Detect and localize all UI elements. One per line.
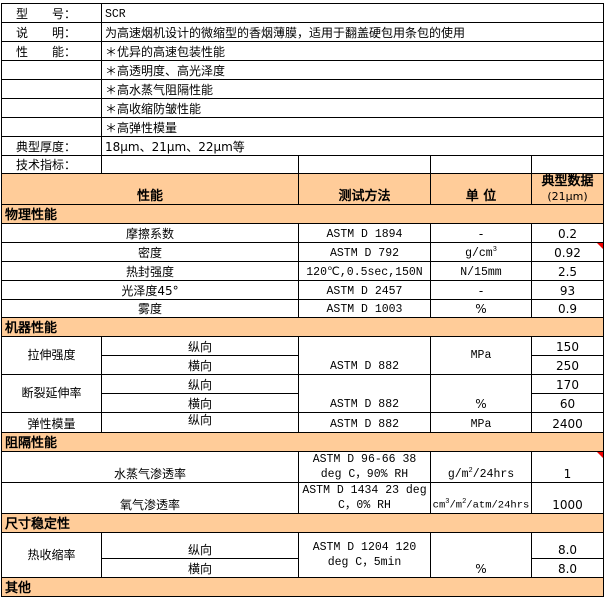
table-row: 热封强度 120℃,0.5sec,150N N/15mm 2.5 xyxy=(1,261,604,281)
table-row: 光泽度45° ASTM D 2457-93 xyxy=(1,280,604,300)
feature: ＊高弹性模量 xyxy=(101,117,604,137)
value-with-comment: 1 xyxy=(531,451,604,483)
table-row: 摩擦系数 ASTM D 1894-0.2 xyxy=(1,223,604,243)
table-row: 弹性模量 纵向 ASTM D 882 MPa 2400 xyxy=(1,412,604,433)
table-row: 雾度 ASTM D 1003% 0.9 xyxy=(1,299,604,318)
table-row: 热收缩率 纵向 ASTM D 1204 120 deg C，5min% 8.0 xyxy=(1,532,604,578)
section-dimensional: 尺寸稳定性 xyxy=(1,513,604,533)
thickness-value: 18μm、21μm、22μm等 xyxy=(101,136,604,156)
table-row: 拉伸强度 纵向 ASTM D 882 MPa 150 xyxy=(1,336,604,375)
feature: ＊高收缩防皱性能 xyxy=(101,98,604,118)
model-label: 型 号： xyxy=(1,3,102,23)
thickness-label: 典型厚度： xyxy=(1,136,102,156)
table-row: 水蒸气渗透率 ASTM D 96-66 38 deg C，90% RH g/m2/2… xyxy=(1,451,604,483)
header-typical: 典型数据 (21μm) xyxy=(531,173,604,205)
value-with-comment: 0.92 xyxy=(531,242,604,262)
desc-label: 说 明： xyxy=(1,22,102,42)
table-row: 密度 ASTM D 792 g/cm3 0.92 xyxy=(1,242,604,262)
table-row: 横向 8.0 xyxy=(2,558,604,578)
spec-label: 技术指标： xyxy=(1,155,102,174)
header-unit: 单 位 xyxy=(430,173,532,205)
spec-sheet-table: 型 号： SCR 说 明： 为高速烟机设计的微缩型的香烟薄膜，适用于翻盖硬包用条包的… xyxy=(1,3,604,597)
section-other: 其他 xyxy=(1,577,604,597)
desc-value: 为高速烟机设计的微缩型的香烟薄膜，适用于翻盖硬包用条包的使用 xyxy=(101,22,604,42)
feature: ＊高透明度、高光泽度 xyxy=(101,60,604,80)
header-method: 测试方法 xyxy=(298,173,431,205)
perf-label: 性 能： xyxy=(1,41,102,61)
model-value: SCR xyxy=(101,3,604,23)
feature: ＊优异的高速包装性能 xyxy=(101,41,604,61)
feature: ＊高水蒸气阻隔性能 xyxy=(101,79,604,99)
table-row: 氧气渗透率 ASTM D 1434 23 deg C，0% RH cm3/m2/at… xyxy=(1,482,604,514)
section-mechanical: 机器性能 xyxy=(1,317,604,337)
header-property: 性能 xyxy=(1,173,299,205)
section-barrier: 阻隔性能 xyxy=(1,432,604,452)
table-row: 断裂延伸率 纵向 ASTM D 882% 170 xyxy=(1,374,604,413)
section-physical: 物理性能 xyxy=(1,204,604,224)
